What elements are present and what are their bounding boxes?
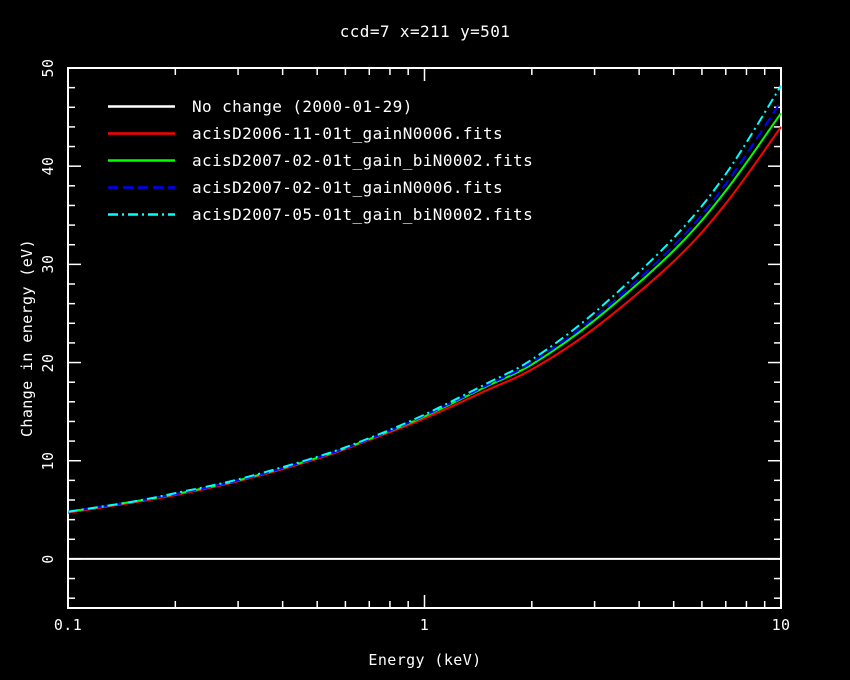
legend-item: acisD2006-11-01t_gainN0006.fits (108, 120, 533, 147)
y-axis-label: Change in energy (eV) (18, 238, 36, 438)
x-tick-label: 1 (419, 616, 430, 634)
legend-label: No change (2000-01-29) (192, 97, 413, 116)
legend-label: acisD2007-02-01t_gainN0006.fits (192, 178, 504, 197)
plot-title: ccd=7 x=211 y=501 (339, 22, 511, 41)
y-tick-label: 20 (39, 353, 57, 372)
curve-3 (67, 100, 782, 513)
legend-label: acisD2007-02-01t_gain_biN0002.fits (192, 151, 534, 170)
y-tick-label: 50 (39, 58, 57, 78)
y-tick-label: 10 (39, 451, 57, 471)
y-tick-label: 40 (39, 156, 57, 176)
y-tick-label: 0 (39, 554, 57, 564)
legend-line-sample-icon (108, 105, 175, 108)
legend-item: acisD2007-05-01t_gain_biN0002.fits (108, 201, 533, 228)
y-tick-label: 30 (39, 254, 57, 274)
x-tick-label: 10 (771, 616, 791, 634)
legend-label: acisD2007-05-01t_gain_biN0002.fits (192, 205, 534, 224)
legend: No change (2000-01-29) acisD2006-11-01t_… (108, 93, 533, 228)
x-tick-label: 0.1 (53, 616, 83, 634)
legend-label: acisD2006-11-01t_gainN0006.fits (192, 124, 504, 143)
legend-item: acisD2007-02-01t_gainN0006.fits (108, 174, 533, 201)
legend-item: acisD2007-02-01t_gain_biN0002.fits (108, 147, 533, 174)
legend-line-sample-icon (108, 159, 175, 162)
legend-line-sample-icon (108, 186, 175, 189)
legend-line-sample-icon (108, 213, 175, 216)
legend-line-sample-icon (108, 132, 175, 135)
legend-item: No change (2000-01-29) (108, 93, 533, 120)
x-axis-label: Energy (keV) (368, 651, 482, 669)
curve-4 (67, 85, 782, 513)
